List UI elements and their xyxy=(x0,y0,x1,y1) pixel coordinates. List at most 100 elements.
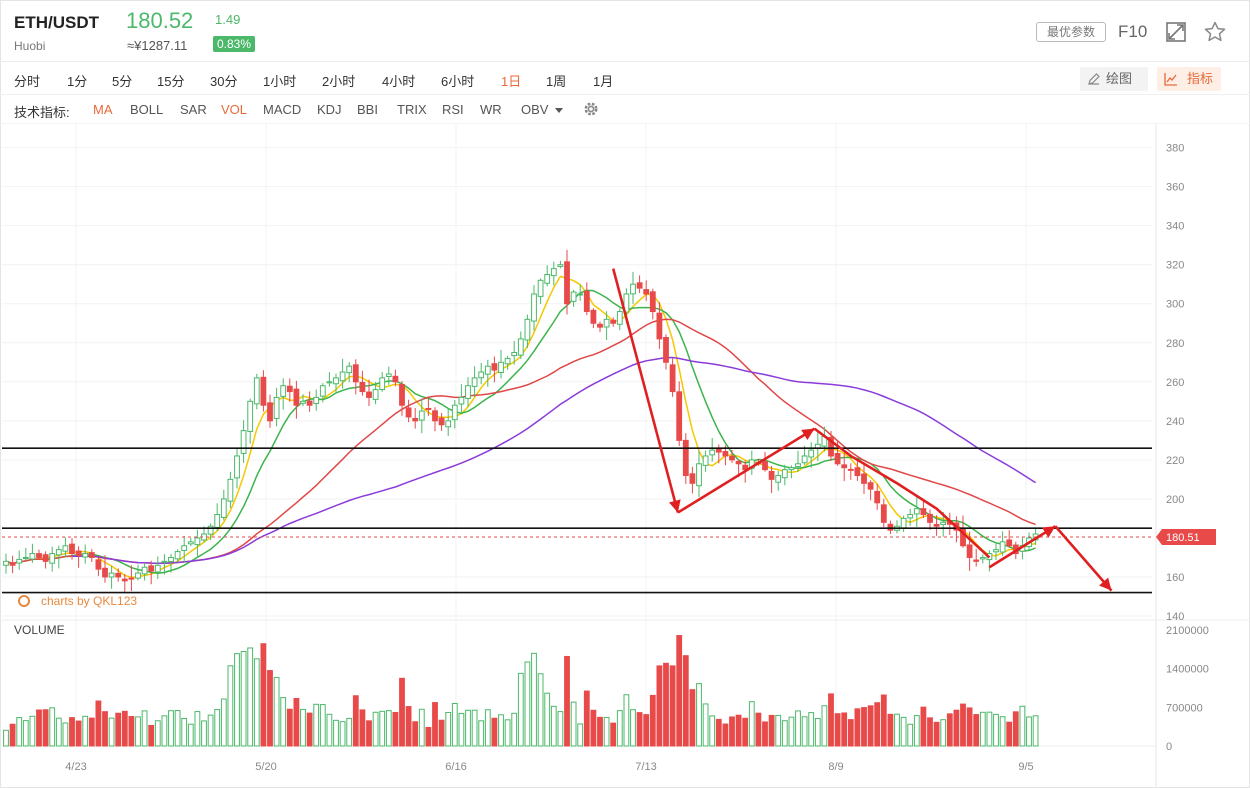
volume-bar xyxy=(610,722,617,747)
candle-body xyxy=(656,312,663,340)
tf-15min[interactable]: 15分 xyxy=(157,74,185,89)
draw-button[interactable]: 绘图 xyxy=(1080,67,1148,91)
volume-bar xyxy=(907,723,914,747)
fullscreen-icon[interactable] xyxy=(1165,21,1187,43)
volume-bar xyxy=(293,697,300,747)
ind-boll[interactable]: BOLL xyxy=(130,102,164,117)
volume-bar xyxy=(748,701,755,747)
volume-bar xyxy=(696,683,702,747)
price-tick-label: 220 xyxy=(1166,455,1184,467)
volume-bar xyxy=(174,710,181,747)
candle-body xyxy=(366,391,372,398)
tf-4hour[interactable]: 4小时 xyxy=(382,74,416,89)
volume-bar xyxy=(3,729,9,747)
volume-bar xyxy=(445,711,452,747)
candle-body xyxy=(220,498,227,518)
volume-bar xyxy=(847,719,854,747)
ma-line-ma5 xyxy=(5,275,1036,579)
tf-1week[interactable]: 1周 xyxy=(546,74,567,89)
candle-body xyxy=(900,517,907,529)
volume-bar xyxy=(359,709,366,747)
volume-bar xyxy=(517,672,524,747)
ind-sar[interactable]: SAR xyxy=(180,102,207,117)
ind-ma[interactable]: MA xyxy=(93,102,113,117)
volume-bar xyxy=(9,723,16,747)
gear-icon[interactable] xyxy=(582,100,600,118)
ind-trix[interactable]: TRIX xyxy=(397,102,427,117)
volume-bar xyxy=(861,707,867,747)
ind-kdj[interactable]: KDJ xyxy=(317,102,342,117)
tf-1day[interactable]: 1日 xyxy=(501,74,522,89)
candle-body xyxy=(168,556,174,563)
volume-bar xyxy=(887,713,894,747)
star-icon[interactable] xyxy=(1203,20,1227,44)
candle-body xyxy=(148,565,155,572)
tf-2hour[interactable]: 2小时 xyxy=(322,74,356,89)
tf-1hour[interactable]: 1小时 xyxy=(263,74,297,89)
volume-bar xyxy=(267,670,273,747)
chevron-down-icon[interactable] xyxy=(555,108,563,113)
volume-bar xyxy=(135,716,141,747)
volume-bar xyxy=(1012,711,1019,747)
best-params-button[interactable]: 最优参数 xyxy=(1036,22,1106,42)
indicator-button[interactable]: 指标 xyxy=(1157,67,1221,91)
candle-body xyxy=(465,385,471,399)
tf-6hour[interactable]: 6小时 xyxy=(441,74,475,89)
volume-bar xyxy=(432,702,438,747)
tf-30min[interactable]: 30分 xyxy=(210,74,238,89)
candle-body xyxy=(861,473,867,484)
volume-bar xyxy=(874,702,881,747)
volume-bar xyxy=(940,719,947,747)
volume-bar xyxy=(557,711,564,747)
volume-bar xyxy=(933,721,940,747)
watermark: charts by QKL123 xyxy=(18,594,137,608)
candle-body xyxy=(260,376,267,406)
candle-body xyxy=(42,554,49,562)
current-price-value: 180.51 xyxy=(1166,532,1200,544)
candle-body xyxy=(484,365,491,375)
candle-body xyxy=(300,400,306,404)
tf-1month[interactable]: 1月 xyxy=(593,74,614,89)
f10-button[interactable]: F10 xyxy=(1118,22,1148,41)
tf-5min[interactable]: 5分 xyxy=(112,74,133,89)
volume-bar xyxy=(722,723,729,747)
candle-body xyxy=(762,461,768,471)
candle-body xyxy=(451,404,458,421)
candle-body xyxy=(874,490,881,504)
volume-bar xyxy=(95,700,102,747)
candle-body xyxy=(729,455,735,461)
candle-body xyxy=(927,513,933,523)
ind-obv[interactable]: OBV xyxy=(521,102,549,117)
tf-fenshi[interactable]: 分时 xyxy=(14,74,41,89)
volume-bar xyxy=(564,655,570,747)
volume-bar xyxy=(319,704,326,747)
ind-bbi[interactable]: BBI xyxy=(357,102,378,117)
candle-body xyxy=(346,365,353,374)
volume-bar xyxy=(346,717,353,747)
candle-body xyxy=(722,451,729,457)
volume-bar xyxy=(55,717,62,747)
timeframe-bar: 分时 1分 5分 15分 30分 1小时 2小时 4小时 6小时 1日 1周 1… xyxy=(0,63,1250,95)
volume-bar xyxy=(643,714,650,747)
volume-bar xyxy=(636,712,643,747)
price-chart[interactable]: 380 360 340 320 300 280 260 240 220 200 160 140 4/23… xyxy=(0,124,1250,788)
ind-rsi[interactable]: RSI xyxy=(442,102,464,117)
tf-1min[interactable]: 1分 xyxy=(67,74,88,89)
cny-price: ≈¥1287.11 xyxy=(127,38,188,53)
volume-bar xyxy=(577,723,584,747)
draw-button-label: 绘图 xyxy=(1106,71,1133,86)
ind-vol[interactable]: VOL xyxy=(221,102,248,117)
candle-body xyxy=(630,283,636,295)
candle-body xyxy=(115,572,122,578)
candle-body xyxy=(458,396,465,405)
volume-tick-label: 700000 xyxy=(1166,702,1203,714)
candle-body xyxy=(36,553,42,558)
price-tick-label: 320 xyxy=(1166,260,1184,272)
ind-macd[interactable]: MACD xyxy=(263,102,302,117)
ind-wr[interactable]: WR xyxy=(480,102,502,117)
candle-body xyxy=(583,290,590,313)
volume-bar xyxy=(405,706,412,747)
ma-line-ma60 xyxy=(72,356,1036,564)
volume-bar xyxy=(313,703,320,747)
volume-bar xyxy=(62,722,69,747)
